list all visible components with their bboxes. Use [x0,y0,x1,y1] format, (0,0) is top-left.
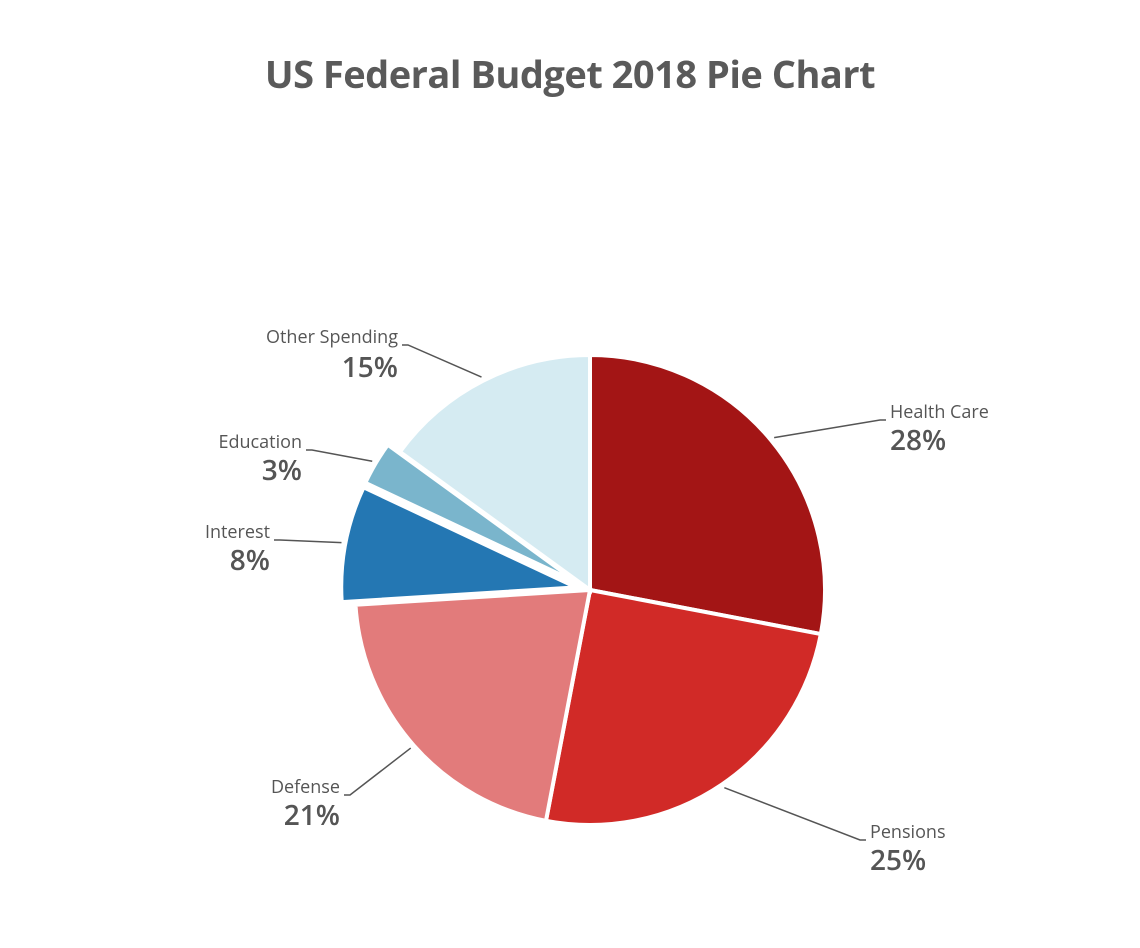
pie-slice [590,355,825,634]
slice-label-pct: 21% [284,796,340,834]
slice-label-pct: 25% [870,841,926,879]
chart-title: US Federal Budget 2018 Pie Chart [0,48,1140,100]
slice-label-pct: 15% [342,348,398,386]
leader-line [724,788,866,840]
slice-label-pct: 3% [262,451,302,489]
slice-label-pct: 28% [890,421,946,459]
leader-line [774,420,886,438]
leader-line [274,540,341,543]
pie-chart: Health Care28%Pensions25%Defense21%Inter… [0,100,1140,948]
slice-label-pct: 8% [230,541,270,579]
pie-slice [546,590,821,825]
leader-line [344,748,411,795]
leader-line [402,345,481,377]
slice-label-name: Other Spending [266,325,398,349]
leader-line [306,450,372,461]
